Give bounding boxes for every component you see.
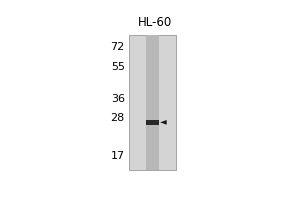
Polygon shape <box>160 120 167 125</box>
Bar <box>146 35 159 170</box>
Text: 36: 36 <box>111 94 125 104</box>
Bar <box>129 35 176 170</box>
Text: 17: 17 <box>111 151 125 161</box>
Text: 28: 28 <box>110 113 125 123</box>
Text: 55: 55 <box>111 62 125 72</box>
Text: HL-60: HL-60 <box>138 16 172 29</box>
Text: 72: 72 <box>110 42 125 52</box>
Bar <box>146 120 159 125</box>
